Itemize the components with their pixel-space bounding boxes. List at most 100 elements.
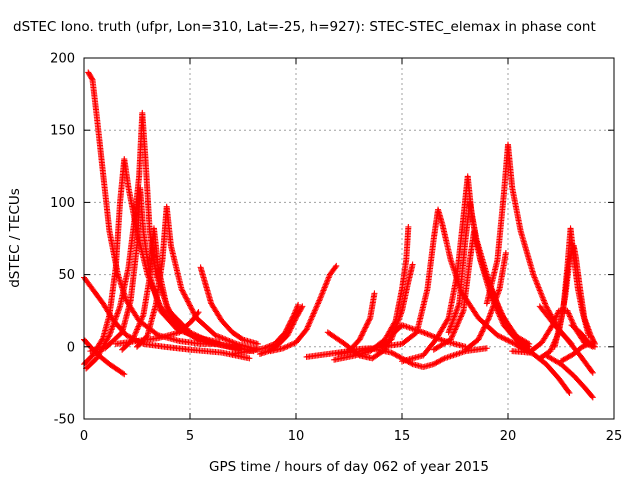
data-point (362, 324, 369, 331)
data-point (286, 328, 293, 335)
data-point (188, 305, 195, 312)
data-point (428, 332, 435, 339)
data-point (219, 335, 226, 342)
data-point (552, 316, 559, 323)
data-point (584, 341, 591, 348)
data-point (285, 329, 292, 336)
x-tick-label: 0 (80, 429, 88, 444)
data-point (531, 274, 538, 281)
data-point (216, 333, 223, 340)
data-point (311, 309, 318, 316)
data-point (299, 303, 306, 310)
data-point (304, 323, 311, 330)
data-point (432, 360, 439, 367)
data-point (136, 320, 143, 327)
data-point (565, 309, 572, 316)
data-point (485, 316, 492, 323)
data-point (137, 319, 144, 326)
data-point (137, 317, 144, 324)
series-arc (568, 322, 598, 350)
data-point (451, 327, 458, 334)
data-point (458, 312, 465, 319)
data-point (436, 358, 443, 365)
data-point (223, 336, 230, 343)
data-point (131, 332, 138, 339)
data-point (317, 294, 324, 301)
data-point (495, 332, 502, 339)
data-point (457, 313, 464, 320)
data-point (318, 293, 325, 300)
data-point (459, 310, 466, 317)
data-point (135, 322, 142, 329)
data-point (295, 301, 302, 308)
data-point (475, 335, 482, 342)
data-point (139, 314, 146, 321)
data-point (120, 370, 127, 377)
data-point (232, 340, 239, 347)
series-arc (515, 343, 573, 397)
data-point (284, 332, 291, 339)
data-point (321, 284, 328, 291)
data-point (456, 316, 463, 323)
data-point (196, 337, 203, 344)
x-tick-label: 25 (606, 429, 623, 444)
data-point (132, 330, 139, 337)
data-point (364, 320, 371, 327)
series-arc (558, 340, 592, 365)
data-point (287, 342, 294, 349)
data-point (508, 339, 515, 346)
data-point (483, 320, 490, 327)
data-points (81, 69, 598, 401)
data-point (322, 283, 329, 290)
data-point (285, 330, 292, 337)
data-point (215, 333, 222, 340)
data-point (324, 277, 331, 284)
data-point (315, 299, 322, 306)
data-point (229, 339, 236, 346)
data-point (425, 331, 432, 338)
data-point (123, 332, 130, 339)
data-point (359, 331, 366, 338)
data-point (537, 290, 544, 297)
series-arc (462, 249, 509, 353)
data-point (420, 329, 427, 336)
data-point (536, 287, 543, 294)
data-point (309, 312, 316, 319)
data-point (392, 351, 399, 358)
data-point (138, 316, 145, 323)
y-tick-label: 0 (67, 340, 75, 355)
data-point (305, 322, 312, 329)
data-point (308, 314, 315, 321)
data-point (526, 349, 533, 356)
data-point (332, 264, 339, 271)
data-point (566, 390, 573, 397)
data-point (181, 291, 188, 298)
data-point (509, 339, 516, 346)
data-point (454, 322, 461, 329)
data-point (288, 341, 295, 348)
data-point (212, 332, 219, 339)
y-tick-label: 100 (50, 196, 75, 211)
data-point (477, 331, 484, 338)
data-point (548, 345, 555, 352)
data-point (542, 301, 549, 308)
data-point (222, 336, 229, 343)
data-point (540, 296, 547, 303)
data-point (456, 317, 463, 324)
y-tick-label: -50 (54, 413, 75, 428)
data-point (388, 349, 395, 356)
data-point (315, 300, 322, 307)
data-point (323, 278, 330, 285)
chart-title: dSTEC Iono. truth (ufpr, Lon=310, Lat=-2… (13, 19, 596, 35)
data-point (522, 347, 529, 354)
data-point (457, 314, 464, 321)
data-point (450, 329, 457, 336)
series-arc (483, 141, 575, 347)
data-point (452, 325, 459, 332)
data-point (453, 323, 460, 330)
y-tick-label: 50 (58, 268, 75, 283)
data-point (427, 332, 434, 339)
data-point (294, 312, 301, 319)
data-point (506, 338, 513, 345)
data-point (553, 313, 560, 320)
